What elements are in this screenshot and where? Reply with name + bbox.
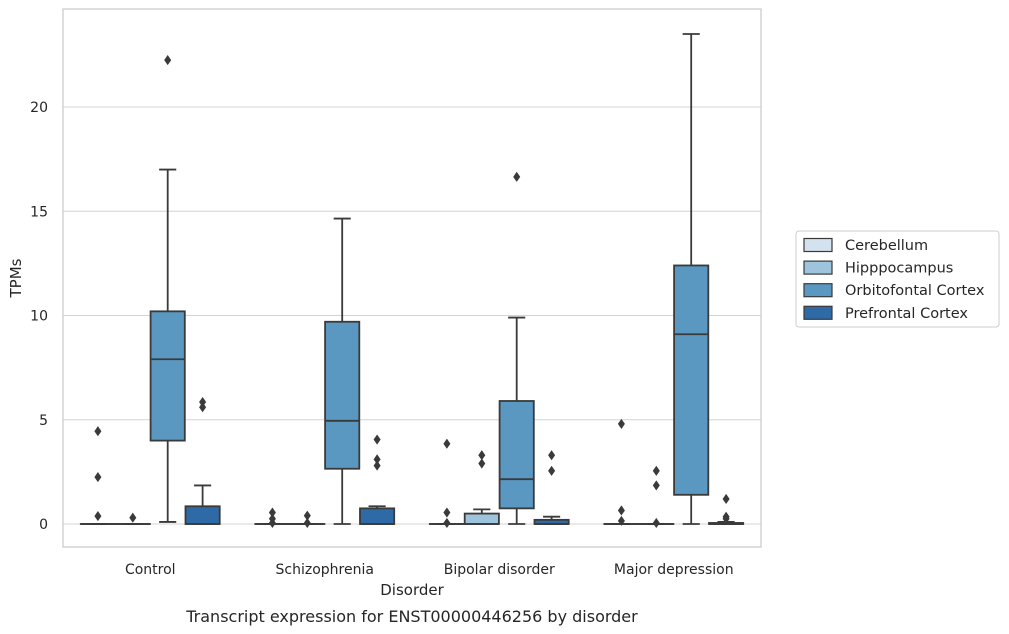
box-group — [638, 465, 675, 529]
box-group — [463, 450, 500, 525]
box-iqr — [498, 400, 535, 510]
legend-frame — [795, 230, 1000, 328]
x-axis-label: Disorder — [380, 581, 444, 599]
outlier-point — [268, 517, 276, 529]
boxes-layer — [79, 33, 745, 529]
outlier-point — [548, 465, 556, 476]
y-axis-label: TPMs — [7, 258, 25, 298]
legend: Cerebellum Hipppocampus Orbitofontal Corte… — [795, 230, 1000, 328]
box-group — [79, 426, 116, 525]
legend-label: Hipppocampus — [845, 261, 953, 277]
outlier-point — [652, 480, 660, 491]
outlier-point — [652, 465, 660, 476]
y-tick-label: 10 — [30, 309, 48, 325]
y-tick-label: 15 — [30, 204, 48, 220]
outlier-point — [722, 513, 730, 524]
x-tick-label: Bipolar disorder — [444, 562, 555, 578]
box-group — [498, 171, 535, 525]
box-group — [673, 33, 710, 525]
x-tick-label: Control — [125, 562, 176, 578]
chart-caption: Transcript expression for ENST0000044625… — [185, 607, 638, 626]
outlier-point — [268, 507, 276, 518]
outlier-point — [94, 472, 102, 483]
legend-label: Prefrontal Cortex — [845, 306, 968, 322]
box-group — [428, 438, 465, 529]
box-iqr — [324, 320, 361, 470]
outlier-point — [373, 460, 381, 471]
outlier-point — [443, 438, 451, 449]
x-tick-labels: Control Schizophrenia Bipolar disorder Majo… — [125, 562, 734, 578]
outlier-point — [652, 517, 660, 529]
box-group — [708, 493, 745, 525]
x-tick-label: Schizophrenia — [276, 562, 374, 578]
y-tick-label: 5 — [39, 413, 48, 429]
legend-label: Orbitofontal Cortex — [845, 283, 985, 299]
box-iqr — [149, 310, 186, 442]
outlier-point — [303, 510, 311, 521]
box-group — [289, 510, 326, 529]
box-group — [254, 507, 291, 529]
box-group — [184, 396, 221, 525]
y-tick-label: 0 — [39, 517, 48, 533]
box-group — [603, 418, 640, 526]
plot-area-frame — [62, 8, 762, 548]
outlier-point — [722, 493, 730, 505]
box-iqr — [673, 264, 710, 496]
outlier-point — [164, 55, 172, 66]
outlier-point — [373, 454, 381, 465]
outlier-point — [478, 458, 486, 469]
legend-swatch — [803, 283, 833, 298]
outlier-point — [513, 171, 521, 182]
outlier-point — [94, 426, 102, 437]
outlier-point — [617, 515, 625, 526]
outlier-point — [129, 512, 137, 523]
outlier-point — [303, 517, 311, 529]
outlier-point — [443, 507, 451, 518]
outlier-point — [199, 396, 207, 408]
box-group — [533, 450, 570, 525]
box-group — [149, 55, 186, 523]
box-iqr — [184, 505, 221, 525]
outlier-point — [478, 450, 486, 461]
legend-swatch — [803, 305, 833, 320]
box-iqr — [463, 512, 500, 525]
legend-swatch — [803, 260, 833, 275]
y-tick-label: 20 — [30, 100, 48, 116]
legend-label: Cerebellum — [845, 238, 928, 254]
outlier-point — [617, 418, 625, 429]
box-group — [359, 434, 396, 525]
y-tick-labels: 0 5 10 15 20 — [30, 100, 48, 533]
box-iqr — [359, 507, 396, 525]
box-group — [324, 217, 361, 525]
outlier-point — [373, 434, 381, 445]
box-group — [114, 512, 151, 525]
legend-swatch — [803, 237, 833, 253]
outlier-point — [199, 402, 207, 413]
outlier-point — [548, 450, 556, 461]
outlier-point — [617, 505, 625, 516]
outlier-point — [443, 517, 451, 529]
outlier-point — [94, 511, 102, 522]
x-tick-label: Major depression — [614, 562, 734, 578]
